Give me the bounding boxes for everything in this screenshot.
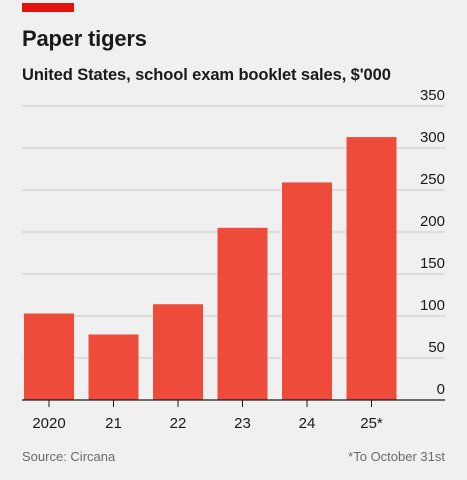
x-tick-label: 22 [170, 415, 187, 432]
footnote: *To October 31st [348, 449, 445, 464]
chart-subtitle: United States, school exam booklet sales… [22, 66, 391, 84]
y-axis-ticks: 0 50 100 150 200 250 300 350 [420, 87, 445, 398]
y-tick-label: 250 [420, 171, 445, 188]
y-tick-label: 150 [420, 255, 445, 272]
y-tick-label: 200 [420, 213, 445, 230]
bar-2020 [24, 313, 74, 400]
bar-24 [282, 182, 332, 400]
x-axis-ticks: 2020 21 22 23 24 25* [32, 400, 383, 432]
source-note: Source: Circana [22, 449, 116, 464]
bar-21 [88, 334, 139, 400]
x-tick-label: 23 [234, 415, 251, 432]
x-tick-label: 24 [299, 415, 316, 432]
bar-22 [153, 304, 203, 400]
bars [24, 137, 397, 400]
y-tick-label: 0 [437, 381, 445, 398]
x-tick-label: 2020 [32, 415, 65, 432]
y-tick-label: 350 [420, 87, 445, 104]
brand-accent-bar [22, 3, 74, 12]
bar-23 [217, 227, 268, 400]
y-tick-label: 100 [420, 297, 445, 314]
x-tick-label: 25* [360, 415, 383, 432]
y-tick-label: 300 [420, 129, 445, 146]
chart-title: Paper tigers [22, 26, 147, 51]
y-tick-label: 50 [428, 339, 445, 356]
x-tick-label: 21 [105, 415, 122, 432]
bar-25 [346, 137, 397, 400]
